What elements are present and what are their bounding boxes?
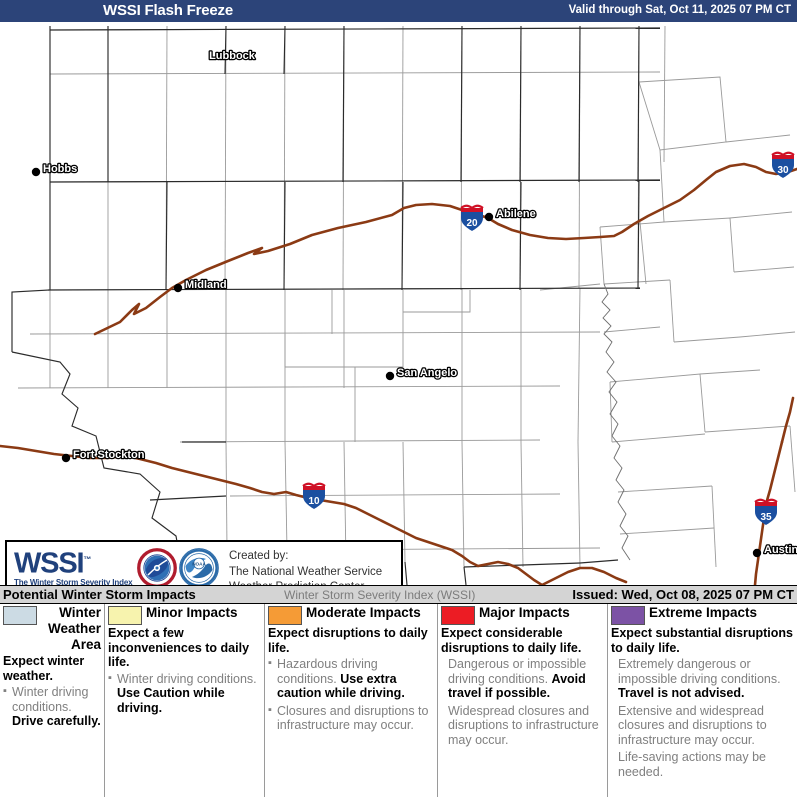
legend-header: Moderate Impacts — [268, 605, 434, 625]
legend-column: Winter Weather Area Expect winter weather… — [0, 604, 105, 797]
state-boundaries — [11, 25, 661, 585]
legend-lead-text: Expect considerable disruptions to daily… — [441, 626, 582, 655]
svg-text:20: 20 — [466, 218, 478, 229]
credit-block: Created by: The National Weather Service… — [229, 549, 382, 585]
city-label: Hobbs — [43, 163, 77, 175]
legend-header: Minor Impacts — [108, 605, 261, 625]
svg-text:35: 35 — [760, 512, 772, 523]
national-weather-service-seal-icon — [137, 548, 177, 585]
noaa-seal-icon: NOAA — [179, 548, 219, 585]
wssi-tagline: The Winter Storm Severity Index — [14, 577, 133, 585]
legend-bullet: Hazardous driving conditions. Use extra … — [268, 656, 434, 701]
impacts-header-bar: Potential Winter Storm Impacts Winter St… — [0, 585, 797, 604]
issued-timestamp: Issued: Wed, Oct 08, 2025 07 PM CT — [572, 587, 794, 602]
credit-line-2: The National Weather Service — [229, 565, 383, 578]
shield-i10: 10 — [302, 482, 326, 509]
svg-text:NOAA: NOAA — [192, 562, 206, 567]
legend-bullet-list: Extremely dangerous or impossible drivin… — [611, 657, 794, 779]
impacts-bar-title: Potential Winter Storm Impacts — [3, 587, 196, 602]
legend-bullet: Dangerous or impossible driving conditio… — [448, 657, 587, 700]
svg-text:10: 10 — [308, 496, 320, 507]
legend-column: Moderate Impacts Expect disruptions to da… — [265, 604, 438, 797]
trademark-symbol: ™ — [83, 555, 92, 564]
wssi-wordmark-text: WSSI — [14, 547, 85, 580]
map-canvas[interactable]: 30 20 10 — [0, 22, 797, 585]
legend-column: Extreme Impacts Expect substantial disrup… — [608, 604, 797, 797]
city-dot-icon — [385, 371, 395, 381]
legend-bullet: Extensive and widespread closures and di… — [618, 703, 767, 747]
legend-column: Minor Impacts Expect a few inconveniences… — [105, 604, 265, 797]
city-marker: Austin — [752, 543, 797, 558]
legend-header: Extreme Impacts — [611, 605, 794, 625]
wssi-wordmark: WSSI™ — [14, 545, 134, 579]
page-header: WSSI Flash Freeze Valid through Sat, Oct… — [0, 0, 797, 22]
legend-bullet: Closures and disruptions to infrastructu… — [268, 703, 434, 733]
city-dot-icon — [61, 453, 71, 463]
legend-color-swatch — [108, 606, 142, 625]
irregular-boundary — [601, 283, 631, 561]
svg-text:30: 30 — [777, 165, 789, 176]
city-marker: Fort Stockton — [61, 448, 146, 463]
city-marker: Abilene — [484, 207, 537, 222]
legend-bullet: Winter driving conditions. Drive careful… — [3, 684, 101, 729]
legend-bullet: Widespread closures and disruptions to i… — [448, 703, 599, 747]
legend-bullet-list: Dangerous or impossible driving conditio… — [441, 657, 604, 747]
impacts-bar-subtitle: Winter Storm Severity Index (WSSI) — [284, 588, 476, 602]
city-marker: Lubbock — [208, 49, 257, 64]
legend-bullet: Extremely dangerous or impossible drivin… — [618, 657, 781, 700]
city-markers: Lubbock Hobbs Abilene Midland San Angelo Fort… — [31, 49, 797, 558]
page-title: WSSI Flash Freeze — [103, 2, 233, 19]
legend-bullet: Life-saving actions may be needed. — [618, 750, 766, 779]
legend-bullet-list: Winter driving conditions. Drive careful… — [3, 684, 101, 729]
shield-i20: 20 — [460, 204, 484, 231]
legend-color-swatch — [268, 606, 302, 625]
city-marker: Hobbs — [31, 162, 79, 177]
impacts-legend: Winter Weather Area Expect winter weather… — [0, 604, 797, 797]
valid-through-text: Valid through Sat, Oct 11, 2025 07 PM CT — [568, 4, 791, 16]
wssi-logo-box: WSSI™ The Winter Storm Severity Index — [5, 540, 403, 585]
shield-i30: 30 — [771, 151, 795, 178]
legend-color-swatch — [3, 606, 37, 625]
city-label: Midland — [185, 279, 227, 291]
legend-lead-text: Expect a few inconveniences to daily lif… — [108, 626, 250, 669]
city-dot-icon — [173, 283, 183, 293]
city-marker: Midland — [173, 278, 228, 293]
legend-lead-text: Expect disruptions to daily life. — [268, 626, 428, 655]
map-svg: 30 20 10 — [0, 22, 797, 585]
wssi-brand: WSSI™ The Winter Storm Severity Index — [14, 545, 134, 585]
legend-bullet-list: Hazardous driving conditions. Use extra … — [268, 656, 434, 733]
city-dot-icon — [31, 167, 41, 177]
legend-lead-text: Expect winter weather. — [3, 654, 85, 683]
map-background — [0, 22, 797, 585]
city-label: Austin — [764, 544, 797, 556]
legend-title: Moderate Impacts — [306, 605, 421, 620]
legend-header: Major Impacts — [441, 605, 604, 625]
city-label: Lubbock — [209, 50, 256, 62]
legend-title: Winter Weather Area — [47, 605, 101, 652]
legend-header: Winter Weather Area — [3, 605, 101, 653]
city-label: San Angelo — [397, 367, 457, 379]
legend-title: Major Impacts — [479, 605, 570, 620]
legend-color-swatch — [611, 606, 645, 625]
credit-line-3: Weather Prediction Center — [229, 580, 382, 585]
legend-color-swatch — [441, 606, 475, 625]
legend-column: Major Impacts Expect considerable disrupt… — [438, 604, 608, 797]
interstate-shields: 30 20 10 — [302, 151, 795, 525]
legend-bullet-list: Winter driving conditions. Use Caution w… — [108, 671, 261, 716]
credit-line-1: Created by: — [229, 550, 289, 562]
city-label: Fort Stockton — [73, 449, 145, 461]
legend-bullet: Winter driving conditions. Use Caution w… — [108, 671, 261, 716]
legend-title: Extreme Impacts — [649, 605, 758, 620]
city-dot-icon — [752, 548, 762, 558]
shield-i35: 35 — [754, 498, 778, 525]
city-dot-icon — [484, 212, 494, 222]
legend-lead-text: Expect substantial disruptions to daily … — [611, 626, 793, 655]
city-label: Abilene — [496, 208, 536, 220]
city-marker: San Angelo — [385, 366, 459, 381]
legend-title: Minor Impacts — [146, 605, 238, 620]
